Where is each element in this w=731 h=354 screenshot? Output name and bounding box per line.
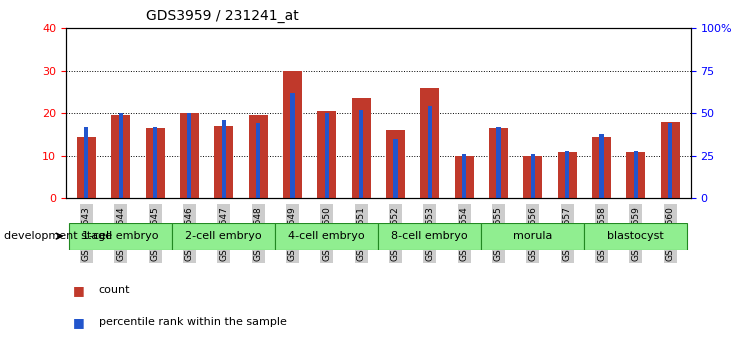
- Bar: [276, 223, 379, 250]
- Text: ■: ■: [73, 316, 85, 329]
- Bar: [531, 154, 535, 198]
- Bar: [111, 115, 130, 198]
- Bar: [661, 122, 680, 198]
- Bar: [489, 128, 508, 198]
- Text: GDS3959 / 231241_at: GDS3959 / 231241_at: [146, 9, 299, 23]
- Bar: [523, 156, 542, 198]
- Bar: [668, 124, 673, 198]
- Bar: [599, 134, 604, 198]
- Bar: [77, 137, 96, 198]
- Bar: [420, 88, 439, 198]
- Bar: [283, 71, 302, 198]
- Bar: [317, 111, 336, 198]
- Bar: [496, 127, 501, 198]
- Bar: [558, 152, 577, 198]
- Bar: [69, 223, 173, 250]
- Text: morula: morula: [513, 231, 553, 241]
- Bar: [379, 223, 481, 250]
- Bar: [290, 93, 295, 198]
- Text: blastocyst: blastocyst: [607, 231, 664, 241]
- Bar: [634, 151, 638, 198]
- Text: ■: ■: [73, 284, 85, 297]
- Bar: [592, 137, 611, 198]
- Bar: [462, 154, 466, 198]
- Text: count: count: [99, 285, 130, 295]
- Bar: [118, 113, 123, 198]
- Bar: [626, 152, 645, 198]
- Bar: [428, 107, 432, 198]
- Bar: [352, 98, 371, 198]
- Bar: [145, 128, 164, 198]
- Bar: [187, 113, 192, 198]
- Bar: [386, 130, 405, 198]
- Bar: [180, 113, 199, 198]
- Text: development stage: development stage: [4, 231, 112, 241]
- Bar: [84, 127, 88, 198]
- Bar: [455, 156, 474, 198]
- Bar: [481, 223, 584, 250]
- Text: percentile rank within the sample: percentile rank within the sample: [99, 317, 287, 327]
- Bar: [256, 124, 260, 198]
- Text: 1-cell embryo: 1-cell embryo: [83, 231, 159, 241]
- Bar: [173, 223, 276, 250]
- Bar: [221, 120, 226, 198]
- Text: 8-cell embryo: 8-cell embryo: [392, 231, 468, 241]
- Text: 2-cell embryo: 2-cell embryo: [186, 231, 262, 241]
- Bar: [393, 139, 398, 198]
- Bar: [249, 115, 268, 198]
- Bar: [214, 126, 233, 198]
- Bar: [359, 110, 363, 198]
- Bar: [584, 223, 687, 250]
- Bar: [153, 127, 157, 198]
- Bar: [565, 151, 569, 198]
- Text: 4-cell embryo: 4-cell embryo: [289, 231, 365, 241]
- Bar: [325, 113, 329, 198]
